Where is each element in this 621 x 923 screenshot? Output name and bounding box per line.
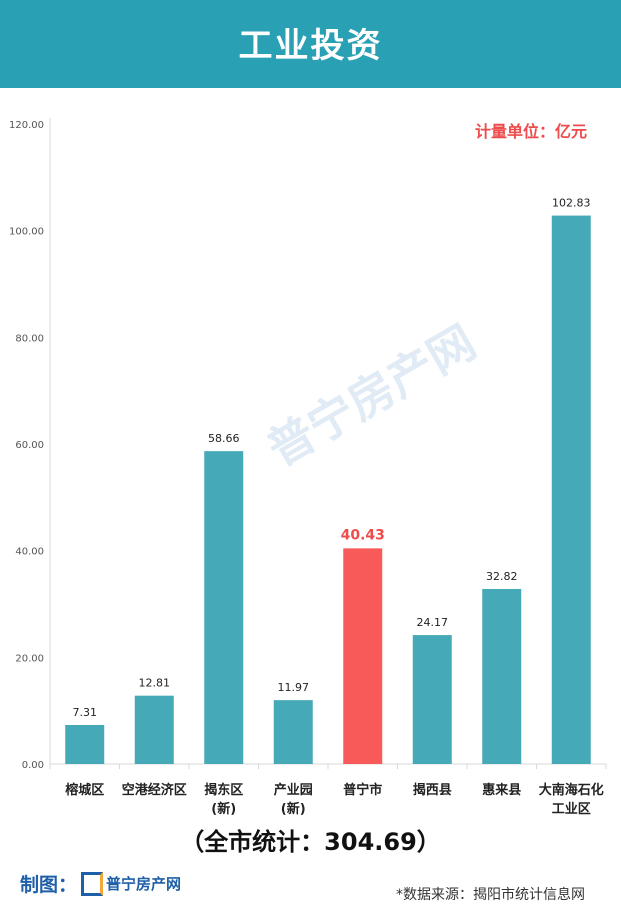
data-label: 58.66 [208,432,240,445]
maker-label: 制图： [20,874,78,896]
x-tick-label: (新) [281,801,306,817]
bar [482,588,522,764]
data-label: 24.17 [417,616,449,629]
total-label: （全市统计：304.69） [180,828,441,856]
data-label: 12.81 [139,677,171,690]
bar [343,548,383,764]
x-tick-label: 产业园 [274,782,313,798]
bar-chart: 0.00 20.00 40.00 60.00 80.00 100.00 120.00 7.31… [9,118,607,817]
data-label: 32.82 [486,570,518,583]
data-label: 102.83 [552,197,591,210]
x-tick-label: 揭东区 [204,782,243,798]
x-tick-label: (新) [211,801,236,817]
logo: 普宁房产网 [81,871,182,896]
bar [204,451,244,764]
x-tick-label: 工业区 [552,801,591,817]
maker: 制图： 普宁房产网 [20,870,181,897]
y-tick-label: 40.00 [15,547,44,558]
y-tick-label: 20.00 [15,653,44,664]
x-tick-label: 大南海石化 [539,782,604,798]
bar [412,635,452,764]
x-tick-label: 普宁市 [343,782,382,798]
data-label: 40.43 [341,527,385,543]
logo-text: 普宁房产网 [106,875,182,893]
x-tick-label: 榕城区 [65,782,104,798]
bar [273,700,313,764]
bar [134,695,174,764]
y-tick-label: 100.00 [9,227,44,238]
bar [551,215,591,764]
x-tick-label: 空港经济区 [122,782,187,798]
page-title: 工业投资 [0,0,621,88]
y-tick-label: 60.00 [15,440,44,451]
unit-label: 计量单位：亿元 [474,122,587,141]
bar [65,725,105,764]
data-source: *数据来源：揭阳市统计信息网 [396,887,585,903]
x-tick-label: 揭西县 [413,782,452,798]
x-tick-label: 惠来县 [482,782,521,798]
y-tick-label: 120.00 [9,120,44,131]
data-label: 7.31 [73,706,98,719]
house-logo-icon [81,871,104,896]
y-tick-label: 0.00 [22,760,44,771]
y-tick-label: 80.00 [15,333,44,344]
data-label: 11.97 [278,681,310,694]
